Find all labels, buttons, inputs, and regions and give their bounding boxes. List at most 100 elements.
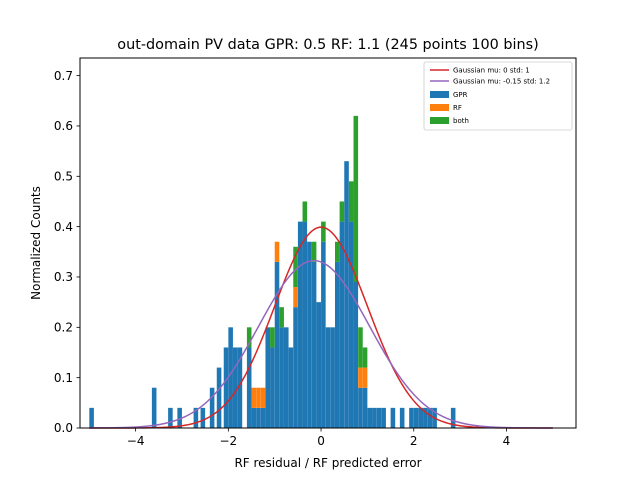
legend-swatch-rf — [430, 104, 449, 111]
bar-rf-5 — [358, 367, 363, 388]
gaussian-curves — [89, 226, 553, 429]
bar-gpr-35 — [353, 282, 359, 428]
y-tick-label-3: 0.3 — [54, 270, 73, 284]
x-tick-label-4: 4 — [503, 434, 511, 448]
x-tick-label-0: −4 — [127, 434, 145, 448]
bar-gpr-30 — [330, 327, 335, 428]
x-tick-label-3: 2 — [410, 434, 418, 448]
bar-gpr-27 — [316, 302, 322, 428]
legend: Gaussian mu: 0 std: 1 Gaussian mu: -0.15… — [423, 61, 573, 131]
bar-gpr-33 — [344, 161, 349, 428]
bar-gpr-0 — [89, 407, 94, 428]
y-tick-label-0: 0.0 — [54, 421, 73, 435]
bar-gpr-36 — [358, 387, 363, 428]
y-tick-label-6: 0.6 — [54, 119, 73, 133]
bar-gpr-9 — [228, 327, 233, 428]
x-axis-label: RF residual / RF predicted error — [234, 456, 421, 470]
bar-gpr-18 — [274, 261, 280, 428]
bar-gpr-29 — [325, 327, 331, 428]
bar-gpr-25 — [307, 241, 312, 428]
bar-gpr-37 — [362, 387, 368, 428]
bar-both-6 — [321, 221, 326, 242]
gaussian-curve-1 — [89, 259, 553, 429]
gaussian-curve-0 — [89, 226, 553, 429]
bar-gpr-19 — [279, 327, 284, 428]
chart-title: out-domain PV data GPR: 0.5 RF: 1.1 (245… — [117, 37, 538, 53]
bar-gpr-14 — [256, 407, 261, 428]
bar-gpr-24 — [302, 221, 308, 428]
bar-gpr-22 — [293, 307, 298, 428]
bar-gpr-45 — [413, 407, 419, 428]
bar-gpr-44 — [409, 407, 414, 428]
bar-both-11 — [358, 327, 363, 368]
bar-gpr-4 — [193, 407, 199, 428]
bar-gpr-5 — [200, 407, 206, 428]
bar-gpr-11 — [237, 347, 243, 428]
bar-gpr-26 — [311, 261, 317, 428]
y-tick-label-1: 0.1 — [54, 371, 73, 385]
bar-gpr-16 — [265, 327, 271, 428]
y-tick-label-4: 0.4 — [54, 220, 73, 234]
x-tick-label-1: −2 — [219, 434, 237, 448]
bar-gpr-41 — [381, 407, 386, 428]
bar-both-4 — [302, 201, 308, 222]
legend-label-gaussian-1: Gaussian mu: -0.15 std: 1.2 — [453, 78, 550, 86]
legend-label-gaussian-0: Gaussian mu: 0 std: 1 — [453, 67, 530, 75]
bar-gpr-7 — [216, 367, 222, 428]
histogram-bars — [89, 115, 456, 428]
bar-both-5 — [311, 241, 317, 262]
bar-gpr-21 — [288, 347, 294, 428]
legend-frame — [423, 61, 573, 131]
bar-gpr-17 — [270, 347, 275, 428]
plot-frame — [79, 57, 577, 429]
bar-gpr-23 — [297, 221, 303, 428]
bar-gpr-6 — [209, 387, 215, 428]
bar-gpr-46 — [418, 407, 423, 428]
bar-gpr-13 — [251, 407, 257, 428]
bar-gpr-50 — [450, 407, 456, 428]
bar-rf-0 — [251, 387, 257, 408]
legend-swatch-gpr — [430, 91, 449, 98]
bar-gpr-31 — [334, 261, 340, 428]
bar-gpr-48 — [427, 407, 433, 428]
y-axis-ticks: 0.0 0.1 0.2 0.3 0.4 0.5 0.6 0.7 — [54, 69, 80, 435]
bar-gpr-8 — [223, 347, 229, 428]
bar-gpr-40 — [376, 407, 382, 428]
bar-both-10 — [353, 115, 359, 283]
bar-gpr-42 — [390, 407, 396, 428]
legend-label-gpr: GPR — [453, 91, 468, 99]
bar-both-0 — [246, 327, 252, 348]
bar-both-8 — [339, 201, 345, 222]
bar-rf-1 — [256, 387, 261, 408]
legend-label-rf: RF — [453, 104, 462, 112]
bar-both-12 — [362, 347, 368, 368]
y-tick-label-7: 0.7 — [54, 69, 73, 83]
y-tick-label-5: 0.5 — [54, 169, 73, 183]
bar-both-7 — [334, 241, 340, 262]
bar-gpr-39 — [372, 407, 377, 428]
bar-gpr-12 — [246, 347, 252, 428]
bar-gpr-10 — [233, 347, 238, 428]
bar-gpr-1 — [151, 387, 157, 428]
bar-gpr-47 — [423, 407, 428, 428]
bar-both-2 — [279, 307, 284, 328]
bar-gpr-28 — [321, 241, 326, 428]
bar-both-1 — [270, 327, 275, 348]
legend-swatch-both — [430, 117, 449, 124]
bar-gpr-3 — [177, 407, 182, 428]
y-tick-label-2: 0.2 — [54, 321, 73, 335]
bar-gpr-20 — [284, 327, 289, 428]
bar-gpr-43 — [399, 407, 405, 428]
y-axis-label: Normalized Counts — [29, 186, 43, 300]
legend-label-both: both — [453, 117, 469, 125]
bar-gpr-38 — [367, 407, 373, 428]
bar-both-3 — [293, 246, 298, 288]
bar-both-9 — [348, 181, 354, 222]
bar-gpr-32 — [339, 221, 345, 428]
bar-rf-6 — [362, 367, 368, 388]
x-axis-ticks: −4 −2 0 2 4 — [127, 428, 511, 448]
bar-rf-2 — [260, 387, 266, 408]
x-tick-label-2: 0 — [317, 434, 325, 448]
bar-gpr-34 — [348, 221, 354, 428]
